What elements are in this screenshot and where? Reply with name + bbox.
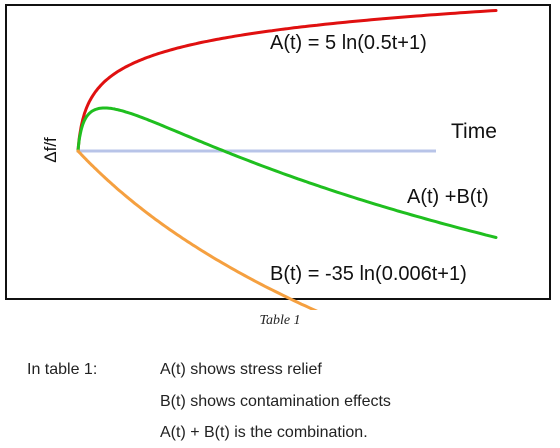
note-line-a: A(t) shows stress relief <box>160 361 322 378</box>
note-line-b: B(t) shows contamination effects <box>160 393 391 410</box>
notes-label: In table 1: <box>27 361 98 378</box>
y-axis-label: Δf/f <box>41 137 60 163</box>
chart-canvas: Δf/f Time A(t) = 5 ln(0.5t+1) A(t) +B(t)… <box>41 9 498 310</box>
series-line-a <box>76 9 498 153</box>
series-label-sum: A(t) +B(t) <box>407 186 489 208</box>
series-label-a: A(t) = 5 ln(0.5t+1) <box>270 32 427 54</box>
note-line-sum: A(t) + B(t) is the combination. <box>160 424 368 441</box>
x-axis-label: Time <box>451 120 497 143</box>
series-label-b: B(t) = -35 ln(0.006t+1) <box>270 263 467 285</box>
figure-caption: Table 1 <box>259 313 301 328</box>
series-line-sum <box>76 106 498 239</box>
series-line-b <box>76 149 318 310</box>
